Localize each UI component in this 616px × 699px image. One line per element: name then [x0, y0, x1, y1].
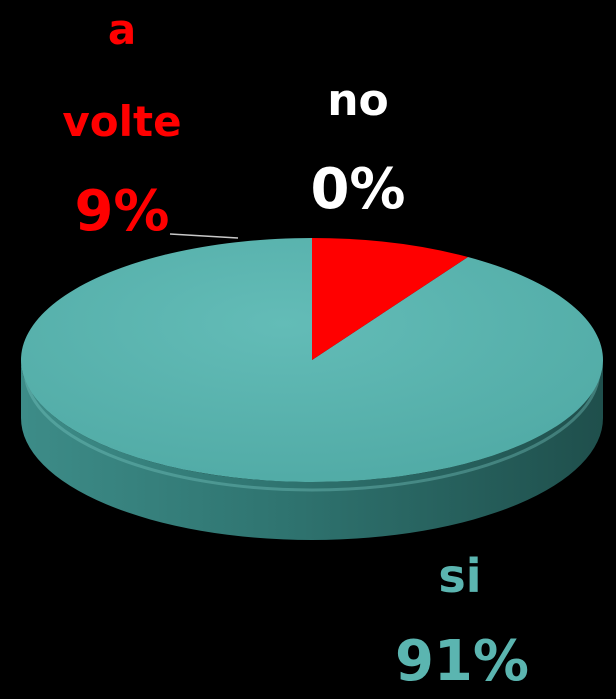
value-label-a-volte: 9% — [74, 179, 169, 244]
label-no: no — [327, 75, 389, 126]
label-a-volte-line1: a — [108, 5, 136, 54]
pie-slice-si — [20, 238, 603, 483]
pie-rim-highlight — [23, 369, 601, 492]
leader-line-a-volte — [169, 233, 239, 239]
pie-slice-a-volte — [312, 238, 468, 360]
label-a-volte-line2: volte — [62, 97, 181, 146]
pie-layer — [20, 238, 603, 540]
value-label-no: 0% — [310, 157, 405, 222]
value-label-si: 91% — [395, 629, 529, 694]
label-si: si — [438, 549, 481, 603]
pie-rim — [21, 360, 603, 540]
